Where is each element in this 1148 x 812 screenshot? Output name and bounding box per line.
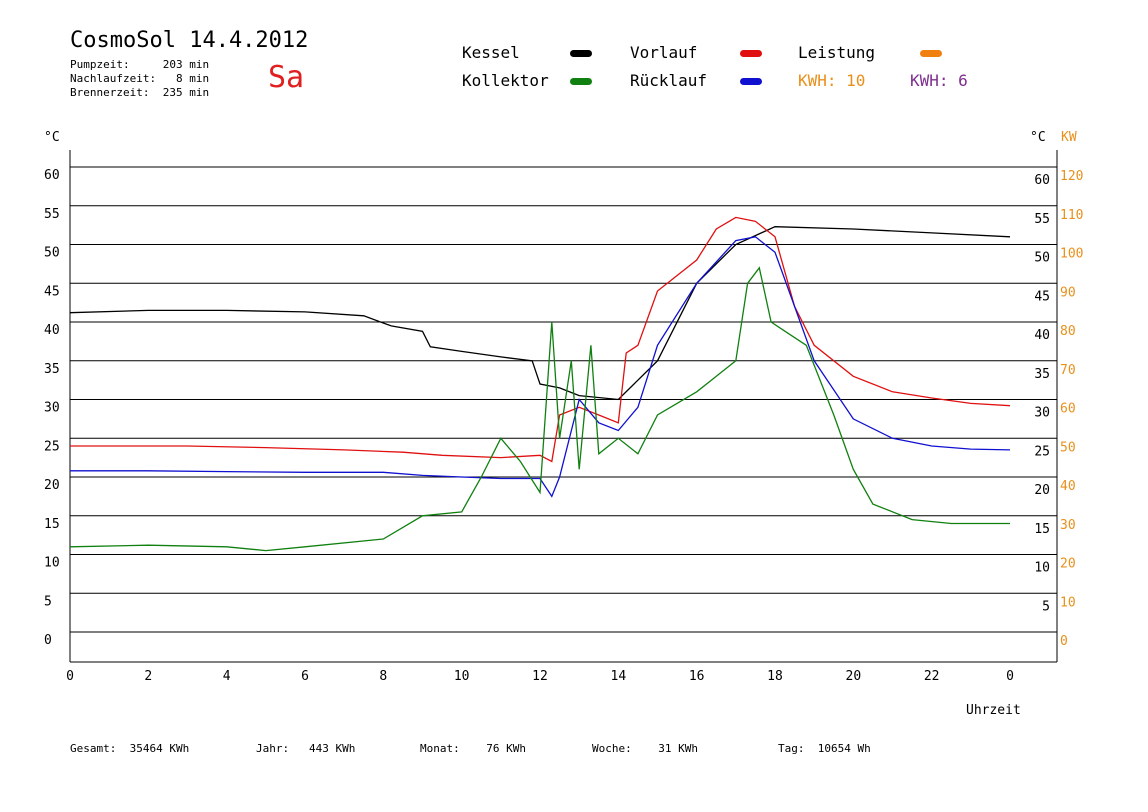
series-line-ruecklauf [70,236,1011,498]
y-tick-label-right-temp: 40 [1034,328,1050,343]
legend-label-kollektor: Kollektor [462,71,549,90]
footer-woche: Woche: 31 KWh [592,742,698,755]
legend-label-kessel: Kessel [462,43,520,62]
axes [69,150,1058,663]
kwh-orange: KWH: 10 [798,71,866,90]
x-tick-label: 12 [532,669,548,684]
y-tick-label-right-temp: 20 [1034,483,1050,498]
x-tick-label: 0 [1006,669,1014,684]
legend-swatch-ruecklauf [740,78,762,85]
y-tick-label-left: 20 [44,478,60,493]
y2-tick-label-power: 50 [1060,440,1076,455]
page-title: CosmoSol 14.4.2012 [70,28,309,53]
x-tick-label: 20 [846,669,862,684]
y-tick-label-right-temp: 55 [1034,212,1050,227]
y-axis-right-power-unit: KW [1061,130,1077,145]
y-tick-label-right-temp: 35 [1034,367,1050,382]
y2-tick-label-power: 20 [1060,557,1076,572]
y-tick-label-right-temp: 30 [1034,406,1050,421]
series [69,216,1011,552]
x-tick-label: 8 [379,669,387,684]
stat-pumpzeit: Pumpzeit: 203 min [70,58,210,71]
x-tick-label: 22 [924,669,940,684]
y-axis-right-temp-unit: °C [1030,130,1046,145]
y2-tick-label-power: 80 [1060,324,1076,339]
y-tick-label-left: 55 [44,207,60,222]
y-tick-label-left: 30 [44,401,60,416]
y2-tick-label-power: 30 [1060,518,1076,533]
y2-tick-label-power: 100 [1060,247,1083,262]
footer-monat: Monat: 76 KWh [420,742,526,755]
y-tick-label-left: 35 [44,362,60,377]
y-tick-label-left: 40 [44,323,60,338]
weekday-label: Sa [268,60,305,95]
y-axis-left-unit: °C [44,130,60,145]
series-line-vorlauf [70,216,1011,463]
y2-tick-label-power: 10 [1060,595,1076,610]
y-tick-label-left: 25 [44,439,60,454]
y-tick-label-right-temp: 10 [1034,561,1050,576]
legend-label-ruecklauf: Rücklauf [630,71,708,90]
y2-tick-label-power: 120 [1060,169,1083,184]
stat-nachlaufzeit: Nachlaufzeit: 8 min [70,72,210,85]
y-tick-label-left: 0 [44,633,52,648]
y-tick-label-right-temp: 45 [1034,289,1050,304]
footer-tag: Tag: 10654 Wh [778,742,871,755]
footer-jahr: Jahr: 443 KWh [256,742,356,755]
x-tick-label: 0 [66,669,74,684]
x-axis-label: Uhrzeit [966,703,1021,718]
y-tick-label-right-temp: 25 [1034,444,1050,459]
y-tick-label-left: 15 [44,517,60,532]
x-tick-label: 14 [611,669,627,684]
series-line-kollektor [69,266,1010,552]
y2-tick-label-power: 40 [1060,479,1076,494]
y-tick-label-left: 60 [44,168,60,183]
legend-swatch-leistung [920,50,942,57]
y2-tick-label-power: 110 [1060,208,1083,223]
x-tick-label: 6 [301,669,309,684]
y-tick-label-left: 45 [44,284,60,299]
kwh-purple: KWH: 6 [910,71,968,90]
x-tick-label: 10 [454,669,470,684]
series-line-kessel [69,226,1011,401]
y-tick-label-left: 5 [44,594,52,609]
y2-tick-label-power: 70 [1060,363,1076,378]
legend-swatch-kessel [570,50,592,57]
y2-tick-label-power: 60 [1060,402,1076,417]
x-tick-label: 18 [767,669,783,684]
y-tick-label-right-temp: 50 [1034,251,1050,266]
legend-swatch-vorlauf [740,50,762,57]
ticks: 0510152025303540455055605101520253035404… [44,168,1083,684]
y2-tick-label-power: 0 [1060,634,1068,649]
legend-swatch-kollektor [570,78,592,85]
grid [70,166,1057,633]
x-tick-label: 2 [144,669,152,684]
y-tick-label-left: 10 [44,556,60,571]
y-tick-label-right-temp: 15 [1034,522,1050,537]
y-tick-label-left: 50 [44,246,60,261]
legend-label-leistung: Leistung [798,43,876,62]
y-tick-label-right-temp: 60 [1034,173,1050,188]
y2-tick-label-power: 90 [1060,285,1076,300]
x-tick-label: 4 [223,669,231,684]
legend-label-vorlauf: Vorlauf [630,43,698,62]
stat-brennerzeit: Brennerzeit: 235 min [70,86,210,99]
y-tick-label-right-temp: 5 [1042,599,1050,614]
footer-gesamt: Gesamt: 35464 KWh [70,742,190,755]
x-tick-label: 16 [689,669,705,684]
